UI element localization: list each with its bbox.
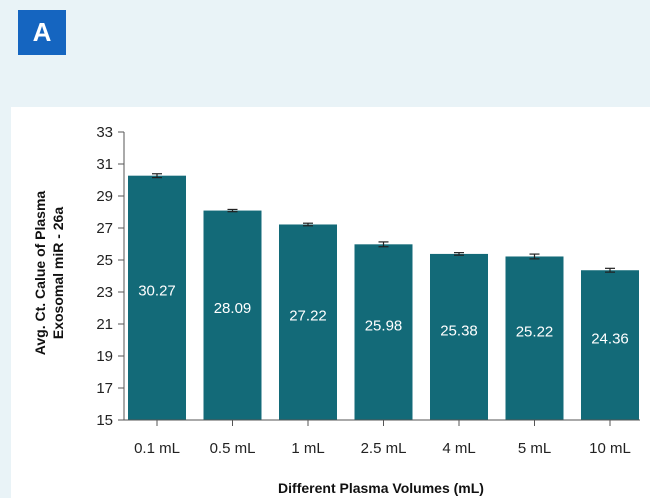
- y-axis-title-line2: Exosomal miR - 26a: [50, 207, 66, 339]
- x-tick-label: 5 mL: [518, 440, 551, 457]
- x-axis-title: Different Plasma Volumes (mL): [278, 480, 484, 496]
- bar: [430, 253, 488, 420]
- x-tick-label: 0.1 mL: [134, 440, 180, 457]
- bar: [128, 175, 186, 420]
- y-tick-label: 19: [96, 348, 113, 365]
- y-tick-label: 21: [96, 316, 113, 333]
- bar: [203, 210, 262, 420]
- y-tick-label: 31: [96, 156, 113, 173]
- x-tick-label: 0.5 mL: [210, 440, 256, 457]
- x-axis: 0.1 mL 0.5 mL 1 mL 2.5 mL 4 mL 5 mL 10 mL: [124, 419, 640, 457]
- y-tick-label: 29: [96, 188, 113, 205]
- y-tick-label: 23: [96, 284, 113, 301]
- bar-data-label: 25.22: [516, 324, 554, 341]
- x-tick-label: 1 mL: [291, 440, 324, 457]
- bars-group: 30.27 28.09 27.22 25.98 25.38 25.22 24.36: [128, 173, 639, 420]
- bar-data-label: 27.22: [289, 307, 327, 324]
- y-axis: 15 17 19 21 23 25 27 29 31 33: [96, 124, 125, 429]
- bar-data-label: 25.98: [365, 317, 403, 334]
- y-tick-label: 17: [96, 380, 113, 397]
- y-tick-label: 27: [96, 220, 113, 237]
- y-axis-title-line1: Avg. Ct. Calue of Plasma: [32, 191, 48, 356]
- x-tick-label: 10 mL: [589, 440, 631, 457]
- bar-data-label: 30.27: [138, 282, 176, 299]
- bar: [279, 224, 337, 420]
- bar-data-label: 28.09: [214, 300, 252, 317]
- y-tick-label: 15: [96, 412, 113, 429]
- bar-data-label: 25.38: [440, 322, 478, 339]
- x-tick-label: 4 mL: [442, 440, 475, 457]
- y-tick-label: 25: [96, 252, 113, 269]
- y-tick-label: 33: [96, 124, 113, 141]
- bar: [354, 244, 413, 420]
- bar: [581, 270, 639, 420]
- bar: [505, 256, 564, 420]
- panel-label-badge: A: [18, 10, 66, 55]
- bar-data-label: 24.36: [591, 331, 629, 348]
- x-tick-label: 2.5 mL: [361, 440, 407, 457]
